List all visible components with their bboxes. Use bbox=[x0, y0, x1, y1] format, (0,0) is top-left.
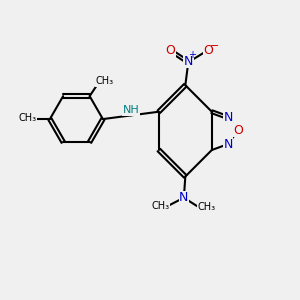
Text: NH: NH bbox=[122, 105, 139, 115]
Text: CH₃: CH₃ bbox=[18, 113, 36, 123]
Text: N: N bbox=[223, 111, 233, 124]
Text: CH₃: CH₃ bbox=[197, 202, 216, 212]
Text: +: + bbox=[188, 50, 196, 60]
Text: CH₃: CH₃ bbox=[151, 201, 169, 211]
Text: N: N bbox=[184, 55, 193, 68]
Text: O: O bbox=[203, 44, 213, 57]
Text: −: − bbox=[210, 41, 220, 51]
Text: O: O bbox=[165, 44, 175, 57]
Text: O: O bbox=[233, 124, 243, 137]
Text: N: N bbox=[179, 191, 188, 204]
Text: CH₃: CH₃ bbox=[95, 76, 113, 86]
Text: N: N bbox=[223, 138, 233, 151]
